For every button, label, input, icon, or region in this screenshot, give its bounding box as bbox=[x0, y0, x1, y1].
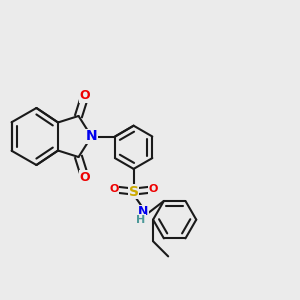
Text: H: H bbox=[136, 215, 146, 225]
Text: O: O bbox=[80, 171, 90, 184]
Text: O: O bbox=[148, 184, 158, 194]
Text: N: N bbox=[138, 205, 148, 218]
Text: O: O bbox=[80, 89, 90, 102]
Text: O: O bbox=[110, 184, 119, 194]
Text: N: N bbox=[86, 130, 97, 143]
Text: S: S bbox=[129, 184, 139, 199]
